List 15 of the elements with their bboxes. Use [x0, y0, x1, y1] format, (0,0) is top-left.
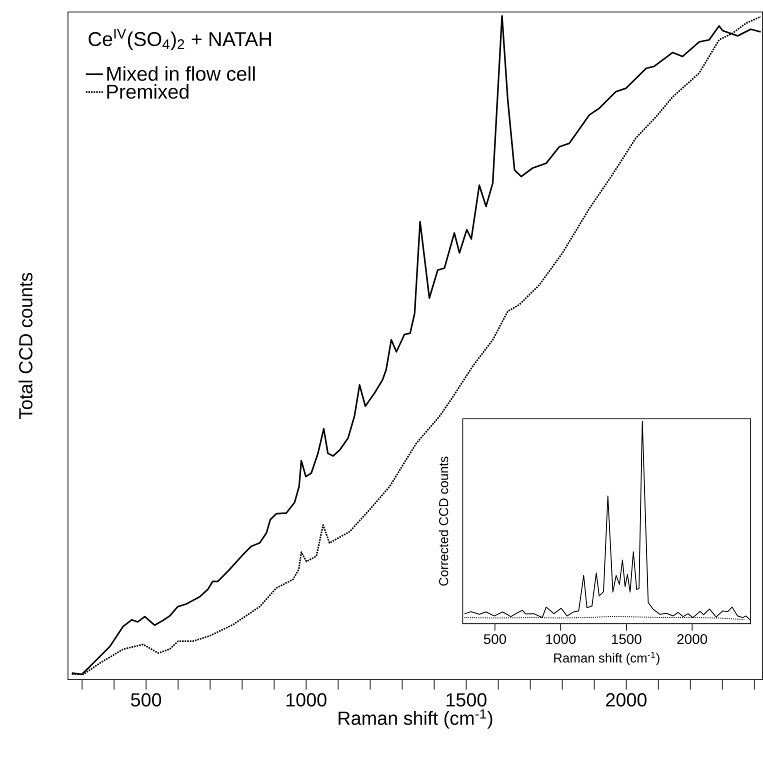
x-tick-label: 1000: [546, 634, 576, 644]
x-tick-label: 1500: [446, 693, 486, 707]
legend-label: Premixed: [107, 84, 188, 99]
x-axis-title: Raman shift (cm$^{-1}$): [338, 710, 492, 729]
x-tick-label: 500: [484, 634, 506, 644]
x-tick-label: 2000: [677, 634, 708, 644]
y-axis-title: Total CCD counts: [18, 273, 32, 420]
x-tick-label: 2000: [606, 693, 647, 707]
x-tick-label: 1500: [612, 634, 642, 644]
legend-title: Ce$^{IV}$(SO$_{4}$)$_{2}$ + NATAH: [88, 29, 271, 50]
legend-label: Mixed in flow cell: [107, 66, 255, 82]
x-axis-title: Raman shift (cm$^{-1}$): [554, 652, 660, 666]
x-tick-label: 500: [131, 693, 162, 707]
y-axis-title: Corrected CCD counts: [438, 456, 448, 586]
x-tick-label: 1000: [286, 693, 326, 707]
